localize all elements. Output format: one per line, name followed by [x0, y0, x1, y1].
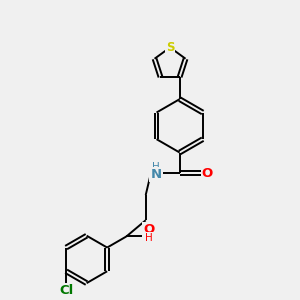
Text: Cl: Cl: [59, 284, 73, 297]
Text: H: H: [145, 233, 152, 243]
Text: N: N: [150, 168, 161, 181]
Text: O: O: [202, 167, 213, 180]
Text: O: O: [143, 224, 154, 236]
Text: S: S: [166, 41, 174, 54]
Text: H: H: [152, 162, 160, 172]
